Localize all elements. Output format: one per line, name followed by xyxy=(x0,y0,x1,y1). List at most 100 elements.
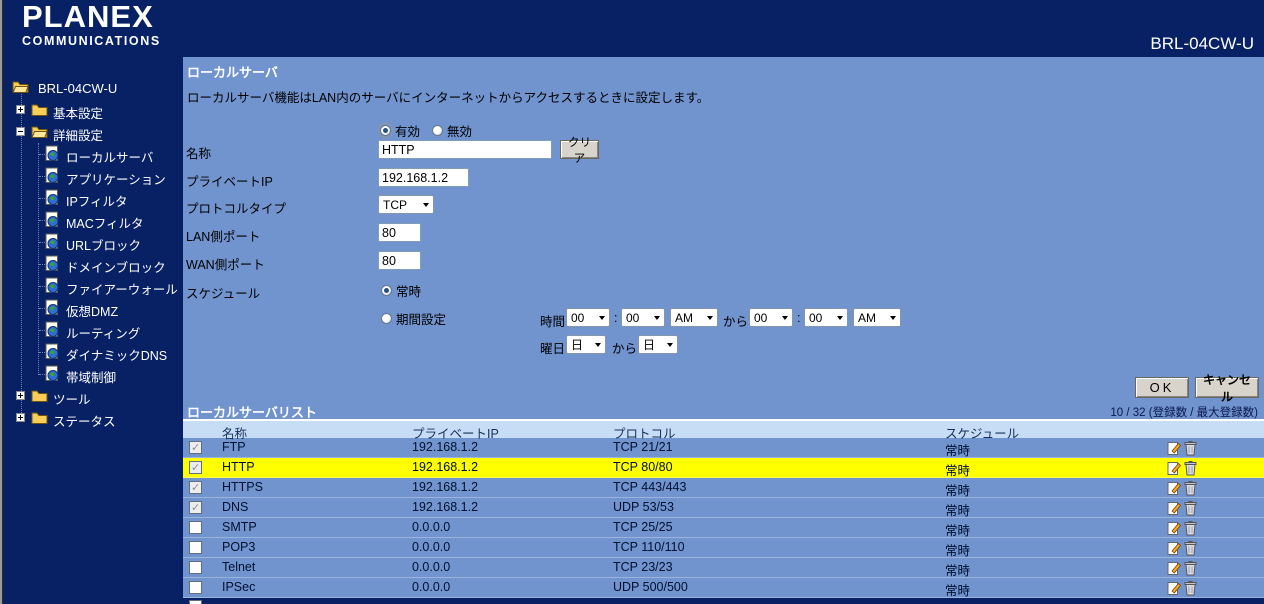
row-schedule: 常時 xyxy=(945,564,971,578)
tree-connector-line xyxy=(38,143,39,375)
delete-icon[interactable] xyxy=(1184,460,1197,476)
sidebar-item-status[interactable]: ステータス xyxy=(0,407,183,429)
row-schedule: 常時 xyxy=(945,544,971,558)
edit-icon[interactable] xyxy=(1167,540,1182,556)
sidebar-item-ip-filter[interactable]: IPフィルタ xyxy=(0,187,183,209)
bottom-cutoff-strip xyxy=(183,598,1264,604)
edit-icon[interactable] xyxy=(1167,580,1182,596)
edit-icon[interactable] xyxy=(1167,560,1182,576)
chevron-down-icon xyxy=(778,309,792,326)
sidebar-item-local-server[interactable]: ローカルサーバ xyxy=(0,143,183,165)
page-globe-icon xyxy=(45,343,60,360)
delete-icon[interactable] xyxy=(1184,500,1197,516)
delete-icon[interactable] xyxy=(1184,540,1197,556)
chevron-down-icon xyxy=(703,309,717,326)
row-private-ip: 192.168.1.2 xyxy=(412,480,479,494)
ok-button[interactable]: OK xyxy=(1135,377,1189,398)
column-header-name: 名称 xyxy=(222,427,248,441)
private-ip-input[interactable] xyxy=(378,168,469,187)
row-checkbox[interactable] xyxy=(189,541,202,554)
table-header-row: 名称 プライベートIP プロトコル スケジュール xyxy=(183,419,1264,441)
time-separator: : xyxy=(797,311,801,325)
clear-button[interactable]: クリア xyxy=(560,137,599,165)
delete-icon[interactable] xyxy=(1184,520,1197,536)
row-checkbox[interactable] xyxy=(189,561,202,574)
delete-icon[interactable] xyxy=(1184,440,1197,456)
ampm-to-select[interactable]: AM xyxy=(853,308,901,327)
chevron-down-icon xyxy=(419,196,433,213)
edit-icon[interactable] xyxy=(1167,520,1182,536)
sidebar-item-label: IPフィルタ xyxy=(66,195,128,209)
hour-to-select[interactable]: 00 xyxy=(749,308,793,327)
collapse-minus-icon[interactable] xyxy=(16,127,25,136)
row-checkbox[interactable] xyxy=(189,481,202,494)
protocol-select[interactable]: TCP xyxy=(378,195,434,214)
sidebar-item-label: ステータス xyxy=(53,415,116,429)
weekday-from-select[interactable]: 日 xyxy=(566,335,606,354)
expand-plus-icon[interactable] xyxy=(16,391,25,400)
page-globe-icon xyxy=(45,189,60,206)
row-protocol: TCP 25/25 xyxy=(613,520,673,534)
model-name: BRL-04CW-U xyxy=(1150,34,1254,53)
sidebar-item-advanced-settings[interactable]: 詳細設定 xyxy=(0,121,183,143)
disable-radio[interactable] xyxy=(432,125,444,136)
row-checkbox[interactable] xyxy=(189,501,202,514)
sidebar-item-domain-block[interactable]: ドメインブロック xyxy=(0,253,183,275)
name-input[interactable] xyxy=(378,140,552,159)
closed-folder-icon xyxy=(31,411,48,425)
expand-plus-icon[interactable] xyxy=(16,105,25,114)
ampm-from-select[interactable]: AM xyxy=(670,308,718,327)
row-checkbox[interactable] xyxy=(189,581,202,594)
minute-from-select[interactable]: 00 xyxy=(621,308,665,327)
weekday-to-select[interactable]: 日 xyxy=(638,335,678,354)
sidebar-item-label: 詳細設定 xyxy=(53,129,104,143)
page-globe-icon xyxy=(45,321,60,338)
chevron-down-icon xyxy=(663,336,677,353)
column-header-private-ip: プライベートIP xyxy=(412,427,499,441)
open-folder-icon xyxy=(12,80,29,97)
sidebar-item-label: BRL-04CW-U xyxy=(38,81,118,96)
delete-icon[interactable] xyxy=(1184,580,1197,596)
window-left-edge-shadow xyxy=(2,0,3,604)
delete-icon[interactable] xyxy=(1184,560,1197,576)
sidebar-item-firewall[interactable]: ファイアーウォール xyxy=(0,275,183,297)
table-row-http: HTTP 192.168.1.2 TCP 80/80 常時 xyxy=(183,458,1264,478)
edit-icon[interactable] xyxy=(1167,500,1182,516)
schedule-period-radio[interactable] xyxy=(381,313,392,324)
window-left-edge xyxy=(0,0,2,604)
row-checkbox[interactable] xyxy=(189,461,202,474)
sidebar-item-basic-settings[interactable]: 基本設定 xyxy=(0,99,183,121)
page-globe-icon xyxy=(45,299,60,316)
chevron-down-icon xyxy=(886,309,900,326)
hour-from-select[interactable]: 00 xyxy=(566,308,610,327)
sidebar-item-virtual-dmz[interactable]: 仮想DMZ xyxy=(0,297,183,319)
delete-icon[interactable] xyxy=(1184,480,1197,496)
lan-port-input[interactable] xyxy=(378,223,421,242)
sidebar-item-bandwidth-control[interactable]: 帯域制御 xyxy=(0,363,183,385)
sidebar-item-root[interactable]: BRL-04CW-U xyxy=(0,77,183,99)
expand-plus-icon[interactable] xyxy=(16,413,25,422)
wan-port-input[interactable] xyxy=(378,251,421,270)
hour-from-value: 00 xyxy=(571,310,585,325)
sidebar-item-routing[interactable]: ルーティング xyxy=(0,319,183,341)
row-checkbox[interactable] xyxy=(189,521,202,534)
edit-icon[interactable] xyxy=(1167,480,1182,496)
cancel-button[interactable]: キャンセル xyxy=(1195,373,1259,404)
schedule-always-radio[interactable] xyxy=(381,285,392,296)
row-checkbox[interactable] xyxy=(189,441,202,454)
planex-logo: PLANEX COMMUNICATIONS xyxy=(22,1,161,48)
sidebar-item-label: ダイナミックDNS xyxy=(66,349,168,363)
row-protocol: TCP 443/443 xyxy=(613,480,687,494)
edit-icon[interactable] xyxy=(1167,440,1182,456)
sidebar-item-label: 基本設定 xyxy=(53,107,104,121)
sidebar-item-mac-filter[interactable]: MACフィルタ xyxy=(0,209,183,231)
minute-to-select[interactable]: 00 xyxy=(804,308,848,327)
sidebar-item-tools[interactable]: ツール xyxy=(0,385,183,407)
private-ip-label: プライベートIP xyxy=(186,175,273,189)
row-schedule: 常時 xyxy=(945,444,971,458)
sidebar-item-url-block[interactable]: URLブロック xyxy=(0,231,183,253)
sidebar-item-dynamic-dns[interactable]: ダイナミックDNS xyxy=(0,341,183,363)
sidebar-item-application[interactable]: アプリケーション xyxy=(0,165,183,187)
edit-icon[interactable] xyxy=(1167,460,1182,476)
enable-radio[interactable] xyxy=(378,123,393,138)
